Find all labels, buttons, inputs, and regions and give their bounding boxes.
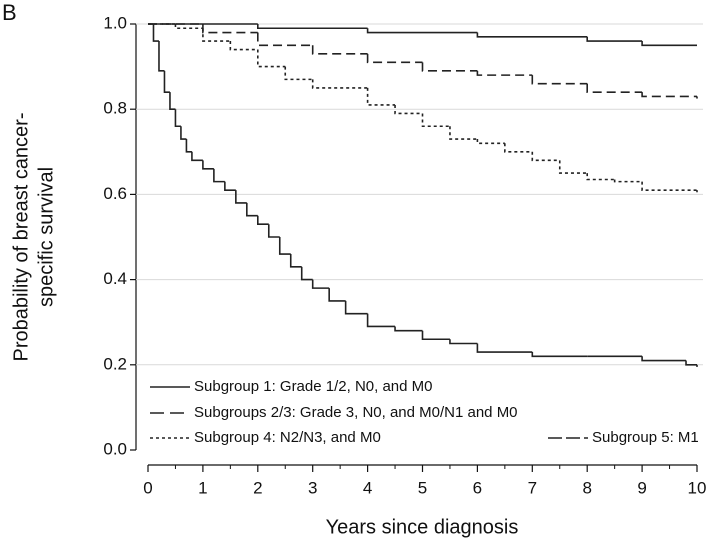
- survival-step: [394, 326, 423, 332]
- survival-step: [311, 79, 368, 89]
- y-tick-label: 0.6: [103, 184, 127, 203]
- survival-step: [641, 181, 697, 191]
- y-axis-label-line: specific survival: [35, 167, 57, 307]
- survival-step: [311, 279, 330, 289]
- survival-step: [476, 70, 533, 76]
- survival-step: [531, 352, 588, 358]
- survival-step: [278, 237, 291, 255]
- x-tick-label: 3: [308, 478, 317, 497]
- survival-step: [257, 49, 286, 68]
- survival-step: [586, 36, 643, 42]
- survival-step: [504, 143, 533, 153]
- y-axis-label: Probability of breast cancer- specific s…: [10, 112, 57, 361]
- y-tick-label: 1.0: [103, 13, 127, 32]
- survival-step: [180, 126, 187, 140]
- survival-step: [421, 330, 450, 341]
- survival-step: [366, 53, 423, 64]
- survival-step: [311, 45, 368, 55]
- survival-step: [685, 360, 697, 366]
- survival-step: [224, 181, 236, 191]
- survival-step: [174, 109, 181, 128]
- x-tick-label: 0: [143, 478, 152, 497]
- survival-step: [235, 190, 247, 204]
- survival-step: [191, 151, 203, 162]
- survival-step: [202, 28, 231, 42]
- survival-step: [586, 83, 643, 93]
- x-tick-label: 1: [198, 478, 207, 497]
- survival-step: [421, 113, 450, 128]
- survival-step: [366, 87, 396, 106]
- survival-step: [163, 70, 170, 93]
- survival-step: [213, 168, 225, 183]
- x-tick-label: 6: [473, 478, 482, 497]
- survival-step: [257, 24, 368, 30]
- panel-label: B: [2, 0, 17, 25]
- survival-step: [641, 92, 697, 98]
- legend-label: Subgroup 4: N2/N3, and M0: [194, 429, 381, 446]
- survival-step: [202, 160, 214, 170]
- survival-step: [152, 24, 159, 42]
- survival-step: [394, 104, 423, 115]
- survival-step: [289, 254, 302, 268]
- survival-step: [158, 41, 165, 72]
- survival-step: [185, 139, 192, 153]
- survival-step: [257, 215, 269, 226]
- survival-step: [449, 126, 478, 140]
- survival-step: [328, 288, 346, 302]
- survival-step: [267, 224, 280, 238]
- x-tick-label: 2: [253, 478, 262, 497]
- x-tick-label: 7: [528, 478, 537, 497]
- x-tick-label: 9: [637, 478, 646, 497]
- survival-step: [476, 343, 533, 353]
- survival-step: [586, 173, 615, 181]
- y-tick-label: 0.4: [103, 269, 127, 288]
- survival-step: [366, 313, 396, 328]
- survival-step: [169, 92, 176, 110]
- survival-step: [558, 160, 588, 174]
- survival-step: [246, 202, 258, 217]
- x-tick-label: 10: [688, 478, 707, 497]
- y-tick-label: 0.2: [103, 354, 127, 373]
- y-tick-label: 0.0: [103, 439, 127, 458]
- survival-step: [641, 41, 697, 47]
- legend-label: Subgroup 1: Grade 1/2, N0, and M0: [194, 378, 432, 395]
- survival-step: [531, 75, 588, 85]
- survival-step: [366, 28, 478, 34]
- survival-step: [300, 266, 313, 281]
- survival-step: [531, 151, 560, 162]
- survival-step: [476, 139, 505, 145]
- survival-step: [202, 24, 258, 34]
- survival-step: [174, 24, 203, 30]
- x-tick-label: 5: [418, 478, 427, 497]
- legend-label: Subgroups 2/3: Grade 3, N0, and M0/N1 an…: [194, 404, 518, 421]
- survival-step: [641, 356, 687, 362]
- survival-step: [284, 66, 313, 81]
- survival-step: [613, 179, 643, 183]
- survival-step: [476, 32, 588, 38]
- x-tick-label: 4: [363, 478, 372, 497]
- survival-step: [421, 62, 478, 72]
- survival-step: [257, 32, 313, 47]
- y-tick-label: 0.8: [103, 99, 127, 118]
- x-tick-label: 8: [582, 478, 591, 497]
- x-axis-label: Years since diagnosis: [326, 516, 519, 538]
- survival-step: [229, 41, 258, 51]
- survival-step: [344, 300, 368, 315]
- legend-label: Subgroup 5: M1: [592, 429, 699, 446]
- survival-step: [449, 339, 478, 345]
- y-axis-label-line: Probability of breast cancer-: [10, 112, 32, 361]
